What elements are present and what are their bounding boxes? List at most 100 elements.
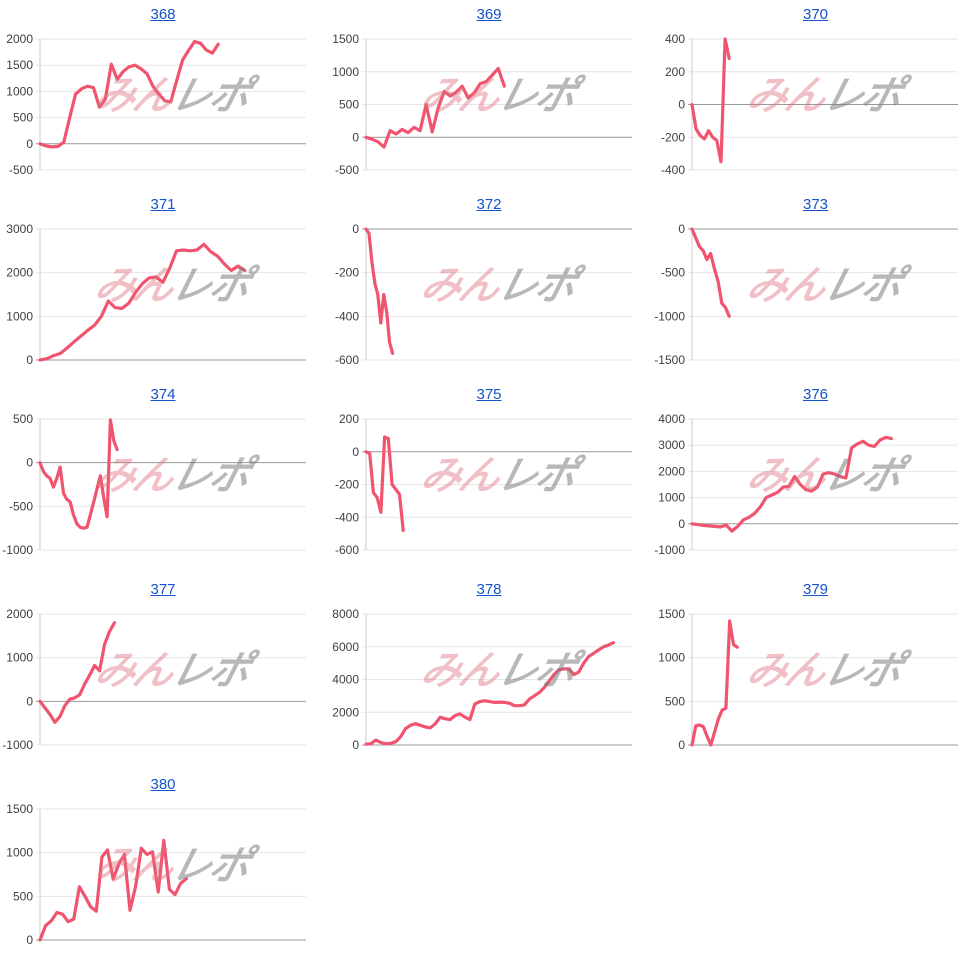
chart-title-row: 379: [652, 575, 979, 607]
chart-cell-373: 373 0 -500 -1000 -1500 みんレポ: [652, 190, 979, 380]
y-tick-label: 0: [678, 222, 685, 236]
y-tick-label: 0: [352, 445, 359, 459]
chart-title-row: 371: [0, 190, 326, 222]
y-tick-label: 0: [678, 738, 685, 752]
y-tick-label: 1500: [6, 802, 33, 816]
y-tick-label: -200: [335, 478, 359, 492]
y-tick-label: 400: [665, 32, 685, 46]
chart-375: 200 0 -200 -400 -600 みんレポ: [326, 412, 652, 575]
y-tick-label: -1000: [2, 738, 33, 752]
y-tick-label: 500: [13, 111, 33, 125]
data-line: [364, 66, 506, 149]
chart-link-380[interactable]: 380: [150, 776, 176, 793]
chart-cell-379: 379 1500 1000 500 0 みんレポ: [652, 575, 979, 770]
chart-376: 4000 3000 2000 1000 0 -1000 みんレポ: [652, 412, 978, 575]
y-tick-label: 0: [26, 933, 33, 947]
chart-title-row: 370: [652, 0, 979, 32]
chart-link-373[interactable]: 373: [802, 196, 829, 213]
chart-link-372[interactable]: 372: [476, 196, 502, 213]
y-tick-label: -500: [9, 499, 33, 513]
chart-cell-370: 370 400 200 0 -200 -400 みんレポ: [652, 0, 979, 190]
y-tick-label: 500: [339, 98, 359, 112]
chart-cell-372: 372 0 -200 -400 -600 みんレポ: [326, 190, 652, 380]
chart-cell-377: 377 2000 1000 0 -1000 みんレポ: [0, 575, 326, 770]
y-tick-label: 2000: [6, 32, 33, 46]
data-line: [690, 619, 739, 747]
y-tick-label: -400: [661, 163, 685, 177]
y-tick-label: 0: [26, 137, 33, 151]
y-tick-label: 0: [352, 130, 359, 144]
chart-link-379[interactable]: 379: [802, 581, 829, 598]
y-tick-label: 1000: [332, 65, 359, 79]
y-tick-label: 200: [339, 412, 359, 426]
chart-link-375[interactable]: 375: [476, 386, 502, 403]
chart-cell-378: 378 8000 6000 4000 2000 0 みんレポ: [326, 575, 652, 770]
chart-link-370[interactable]: 370: [802, 6, 829, 23]
chart-cell-374: 374 500 0 -500 -1000 みんレポ: [0, 380, 326, 575]
y-tick-label: 6000: [332, 640, 359, 654]
y-tick-label: 4000: [658, 412, 685, 426]
y-tick-label: 4000: [332, 673, 359, 687]
y-tick-label: -500: [661, 266, 685, 280]
chart-link-376[interactable]: 376: [802, 386, 829, 403]
data-line: [38, 242, 247, 362]
chart-link-368[interactable]: 368: [150, 6, 176, 23]
y-tick-label: 3000: [6, 222, 33, 236]
chart-374: 500 0 -500 -1000 みんレポ: [0, 412, 326, 575]
chart-link-369[interactable]: 369: [476, 6, 502, 23]
chart-link-377[interactable]: 377: [150, 581, 176, 598]
data-line: [38, 621, 117, 724]
chart-link-378[interactable]: 378: [476, 581, 502, 598]
y-tick-label: 1000: [6, 309, 33, 323]
y-tick-label: -400: [335, 510, 359, 524]
data-line: [690, 435, 894, 533]
y-tick-label: -1500: [654, 353, 685, 367]
chart-title-row: 376: [652, 380, 979, 412]
chart-link-371[interactable]: 371: [150, 196, 176, 213]
data-line: [690, 37, 731, 164]
y-tick-label: 8000: [332, 607, 359, 621]
y-tick-label: 0: [26, 694, 33, 708]
chart-cell-375: 375 200 0 -200 -400 -600 みんレポ: [326, 380, 652, 575]
data-line: [690, 227, 731, 318]
chart-370: 400 200 0 -200 -400 みんレポ: [652, 32, 978, 190]
y-tick-label: 1000: [6, 846, 33, 860]
data-line: [38, 418, 119, 530]
chart-379: 1500 1000 500 0 みんレポ: [652, 607, 978, 770]
chart-link-374[interactable]: 374: [150, 386, 176, 403]
y-tick-label: 0: [678, 517, 685, 531]
y-tick-label: -1000: [2, 543, 33, 557]
chart-368: 2000 1500 1000 500 0 -500 みんレポ: [0, 32, 326, 190]
chart-title-row: 380: [0, 770, 326, 802]
data-line: [364, 227, 395, 355]
chart-cell-368: 368 2000 1500 1000 500 0 -500 みんレポ: [0, 0, 326, 190]
chart-380: 1500 1000 500 0 みんレポ: [0, 802, 326, 958]
chart-372: 0 -200 -400 -600 みんレポ: [326, 222, 652, 380]
y-tick-label: 0: [26, 456, 33, 470]
y-tick-label: 1500: [332, 32, 359, 46]
y-tick-label: 1000: [6, 84, 33, 98]
y-tick-label: 500: [665, 694, 685, 708]
y-tick-label: -200: [335, 266, 359, 280]
y-tick-label: 0: [352, 738, 359, 752]
y-tick-label: 0: [678, 98, 685, 112]
y-tick-label: -600: [335, 543, 359, 557]
y-tick-label: 3000: [658, 438, 685, 452]
y-tick-label: 2000: [658, 464, 685, 478]
chart-title-row: 378: [326, 575, 652, 607]
y-tick-label: 1000: [658, 651, 685, 665]
y-tick-label: -400: [335, 309, 359, 323]
y-tick-label: 0: [352, 222, 359, 236]
chart-cell-369: 369 1500 1000 500 0 -500 みんレポ: [326, 0, 652, 190]
chart-title-row: 368: [0, 0, 326, 32]
y-tick-label: 2000: [6, 266, 33, 280]
chart-title-row: 373: [652, 190, 979, 222]
y-tick-label: -600: [335, 353, 359, 367]
y-tick-label: 2000: [6, 607, 33, 621]
chart-title-row: 374: [0, 380, 326, 412]
chart-cell-376: 376 4000 3000 2000 1000 0 -1000 みんレポ: [652, 380, 979, 575]
chart-377: 2000 1000 0 -1000 みんレポ: [0, 607, 326, 770]
chart-371: 3000 2000 1000 0 みんレポ: [0, 222, 326, 380]
data-line: [38, 40, 220, 149]
